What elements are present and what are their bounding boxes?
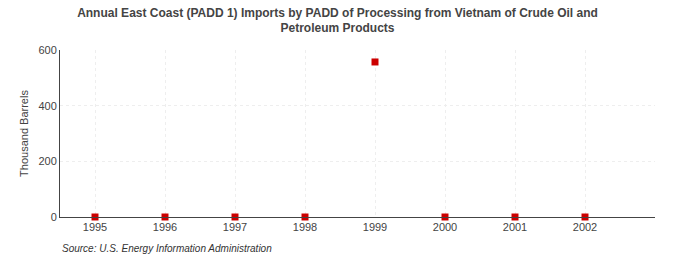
svg-text:2000: 2000 — [433, 221, 457, 233]
svg-text:400: 400 — [38, 100, 56, 112]
svg-text:Source: U.S. Energy Informatio: Source: U.S. Energy Information Administ… — [62, 243, 272, 254]
svg-text:600: 600 — [38, 44, 56, 56]
svg-text:1999: 1999 — [363, 221, 387, 233]
svg-text:1998: 1998 — [293, 221, 317, 233]
svg-text:2001: 2001 — [503, 221, 527, 233]
svg-text:Annual East Coast (PADD 1) Imp: Annual East Coast (PADD 1) Imports by PA… — [77, 6, 598, 36]
svg-text:200: 200 — [38, 155, 56, 167]
svg-text:1997: 1997 — [223, 221, 247, 233]
svg-text:Thousand Barrels: Thousand Barrels — [18, 90, 30, 177]
svg-text:2002: 2002 — [573, 221, 597, 233]
svg-text:1996: 1996 — [153, 221, 177, 233]
svg-text:1995: 1995 — [83, 221, 107, 233]
svg-text:0: 0 — [51, 211, 57, 223]
